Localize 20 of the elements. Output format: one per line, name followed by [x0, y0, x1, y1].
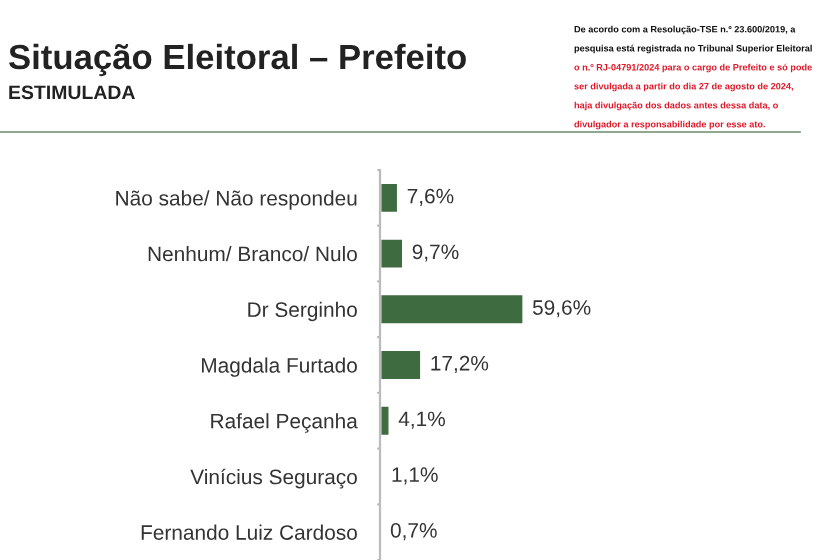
bar: [380, 181, 400, 215]
text: ESTIMULADA: [9, 85, 135, 100]
data-label: 9,7%: [412, 244, 459, 262]
data-label: 1,1%: [392, 467, 438, 485]
y-tick-label: Rafael Peçanha: [211, 413, 358, 433]
data-label: 7,6%: [407, 188, 454, 206]
y-tick-label: Dr Serginho: [248, 301, 357, 322]
y-tick-label: Não sabe/ Não respondeu: [116, 190, 357, 210]
y-tick-label: Magdala Furtado: [202, 357, 357, 377]
y-tick-label: Nenhum/ Branco/ Nulo: [148, 246, 357, 262]
bar: [380, 348, 423, 382]
chart-title: Situação Eleitoral – Prefeito: [9, 43, 466, 77]
y-tick-label: Vinícius Seguraço: [190, 468, 357, 489]
bar: [380, 292, 526, 326]
data-label: 59,6%: [532, 300, 591, 318]
bar: [380, 236, 405, 271]
data-label: 17,2%: [431, 355, 489, 374]
data-label: 0,7%: [390, 522, 437, 541]
y-tick-label: Fernando Luiz Cardoso: [141, 524, 357, 540]
data-label: 4,1%: [398, 411, 445, 429]
